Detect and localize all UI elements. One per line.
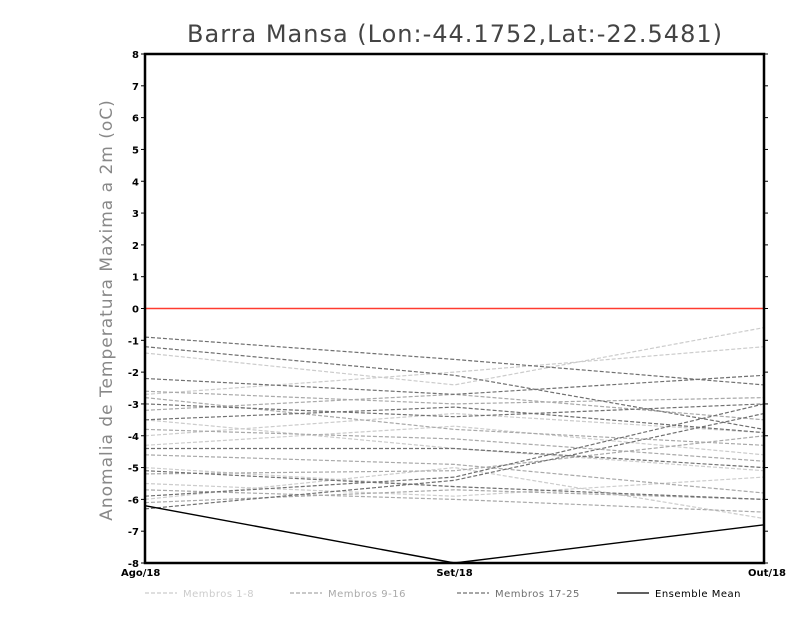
y-tick-label: -8 xyxy=(128,559,139,570)
y-tick-label: 5 xyxy=(132,145,139,156)
y-axis-label: Anomalia de Temperatura Maxima a 2m (oC) xyxy=(97,99,117,521)
y-tick-label: 1 xyxy=(132,273,139,284)
legend: Membros 1-8 Membros 9-16 Membros 17-25 Ense… xyxy=(145,589,741,600)
y-tick-label: -5 xyxy=(128,464,139,475)
series-line-3-6 xyxy=(144,470,765,500)
y-tick-label: 6 xyxy=(132,114,139,125)
series-line-2-6 xyxy=(144,435,765,475)
series-line-2-8 xyxy=(144,489,765,504)
y-tick-label: -1 xyxy=(128,336,139,347)
chart-title: Barra Mansa (Lon:-44.1752,Lat:-22.5481) xyxy=(187,20,723,48)
legend-label: Membros 17-25 xyxy=(495,589,580,600)
series-line-3-8 xyxy=(144,412,765,510)
series-line-1-1 xyxy=(144,327,765,386)
ensemble-mean-line xyxy=(144,505,765,564)
series-line-1-6 xyxy=(144,419,765,472)
y-tick-label: 4 xyxy=(132,177,139,188)
y-tick-label: 7 xyxy=(132,82,139,93)
y-tick-label: -3 xyxy=(128,400,139,411)
legend-label: Membros 1-8 xyxy=(183,589,254,600)
y-tick-label: 0 xyxy=(132,305,139,316)
x-tick-label: Ago/18 xyxy=(121,568,160,579)
series-line-2-1 xyxy=(144,397,765,446)
legend-label: Membros 9-16 xyxy=(328,589,406,600)
y-tick-label: 8 xyxy=(132,50,139,61)
plot-frame xyxy=(143,52,766,565)
series-line-3-5 xyxy=(145,447,765,469)
series-line-2-7 xyxy=(144,390,765,405)
x-tick-label: Out/18 xyxy=(748,568,786,579)
series-line-3-4 xyxy=(144,403,765,418)
y-tick-label: 2 xyxy=(132,241,139,252)
series-line-2-2 xyxy=(144,454,765,494)
legend-label: Ensemble Mean xyxy=(655,589,741,600)
series-line-1-8 xyxy=(144,412,765,437)
series-line-2-5 xyxy=(144,428,765,462)
series-line-3-1 xyxy=(144,336,765,386)
series-line-3-7 xyxy=(144,403,765,497)
y-tick-label: -4 xyxy=(128,432,139,443)
y-tick-label: -6 xyxy=(128,495,139,506)
series-line-1-7 xyxy=(144,466,765,520)
series-line-1-3 xyxy=(144,425,765,456)
series-line-3-3 xyxy=(144,374,765,396)
series-line-1-2 xyxy=(144,346,765,395)
x-tick-label: Set/18 xyxy=(436,568,472,579)
y-tick-label: -2 xyxy=(128,368,139,379)
series-line-3-2 xyxy=(144,346,765,430)
series-line-3-9 xyxy=(144,406,765,434)
y-tick-label: -7 xyxy=(128,527,139,538)
series-line-2-4 xyxy=(144,489,765,513)
y-tick-label: 3 xyxy=(132,209,139,220)
